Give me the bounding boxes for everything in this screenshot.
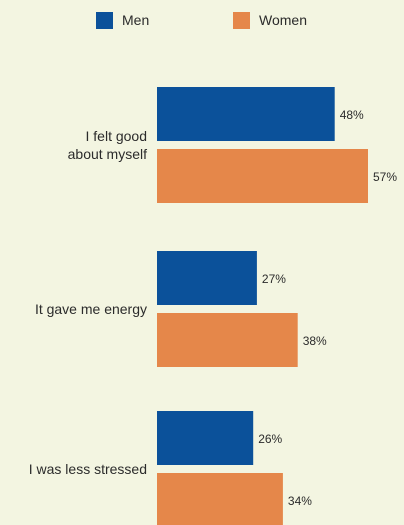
value-label-men-1: 27% xyxy=(262,272,286,286)
bar-women-0 xyxy=(157,149,368,203)
plot-area: 48% 57% I felt good about myself 27% 38% It ga… xyxy=(29,87,397,525)
category-label-0-line-1: about myself xyxy=(68,146,147,162)
value-label-men-0: 48% xyxy=(340,108,364,122)
category-label-0-line-0: I felt good xyxy=(86,128,148,144)
category-label-2-line-0: I was less stressed xyxy=(29,461,147,477)
legend-swatch-women xyxy=(233,12,250,29)
value-label-men-2: 26% xyxy=(258,432,282,446)
bar-women-2 xyxy=(157,473,283,525)
legend: Men Women xyxy=(96,12,307,29)
value-label-women-0: 57% xyxy=(373,170,397,184)
value-label-women-2: 34% xyxy=(288,494,312,508)
bar-men-2 xyxy=(157,411,254,465)
legend-swatch-men xyxy=(96,12,113,29)
bar-men-1 xyxy=(157,251,257,305)
value-label-women-1: 38% xyxy=(303,334,327,348)
legend-label-women: Women xyxy=(259,12,307,28)
legend-label-men: Men xyxy=(122,12,149,28)
bar-women-1 xyxy=(157,313,298,367)
bar-men-0 xyxy=(157,87,335,141)
category-label-1-line-0: It gave me energy xyxy=(35,301,147,317)
